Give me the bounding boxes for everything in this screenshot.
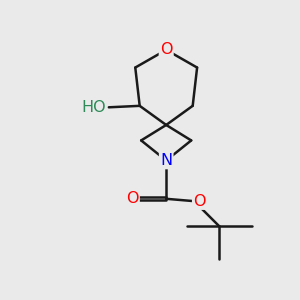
Text: N: N (160, 153, 172, 168)
Text: HO: HO (82, 100, 106, 115)
Text: O: O (126, 191, 139, 206)
Text: O: O (193, 194, 206, 209)
Text: O: O (160, 42, 172, 57)
